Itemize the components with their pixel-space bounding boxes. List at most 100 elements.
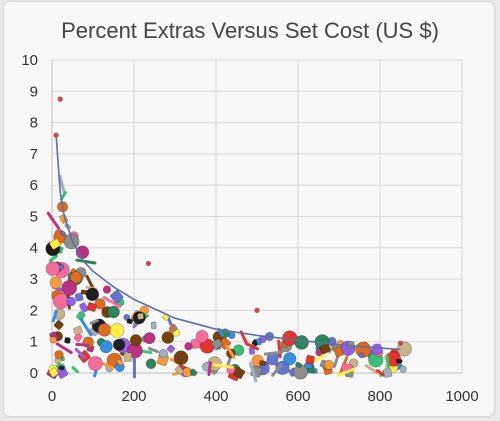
toy-part bbox=[45, 261, 60, 276]
toy-part bbox=[87, 356, 103, 371]
toy-part bbox=[184, 342, 193, 351]
toy-part bbox=[395, 358, 403, 364]
y-tick-label: 8 bbox=[30, 115, 38, 132]
toy-part bbox=[239, 330, 249, 346]
toy-part bbox=[247, 343, 260, 351]
y-tick-label: 4 bbox=[30, 240, 38, 257]
toy-part bbox=[364, 364, 379, 375]
toy-part bbox=[51, 310, 58, 323]
toy-part bbox=[375, 369, 386, 377]
toy-part bbox=[75, 342, 90, 347]
toy-part bbox=[383, 368, 393, 378]
toy-part bbox=[126, 318, 133, 325]
x-tick-label: 800 bbox=[367, 388, 392, 405]
toy-part bbox=[248, 347, 255, 355]
toy-part bbox=[74, 292, 84, 302]
y-tick-label: 9 bbox=[30, 83, 38, 100]
toy-part bbox=[283, 352, 297, 366]
toy-part bbox=[58, 365, 65, 371]
toy-part bbox=[49, 336, 57, 344]
toy-part bbox=[102, 295, 122, 309]
toy-part bbox=[71, 366, 80, 374]
toy-part bbox=[304, 363, 313, 369]
toy-part bbox=[85, 287, 100, 302]
toy-part bbox=[137, 312, 145, 320]
y-tick-label: 3 bbox=[30, 271, 38, 288]
toy-part bbox=[323, 359, 335, 371]
toy-part bbox=[143, 332, 156, 345]
toy-part bbox=[145, 358, 157, 369]
toy-part bbox=[263, 350, 284, 356]
toy-part bbox=[295, 361, 302, 368]
toy-part bbox=[99, 340, 113, 354]
toy-part bbox=[76, 311, 86, 321]
x-tick-label: 600 bbox=[285, 388, 310, 405]
toy-part bbox=[109, 323, 125, 338]
x-tick-label: 0 bbox=[48, 388, 56, 405]
toy-part bbox=[233, 367, 246, 379]
toy-part bbox=[328, 344, 334, 354]
trendline-layer bbox=[55, 135, 401, 351]
toy-part bbox=[399, 365, 407, 373]
toy-part bbox=[102, 285, 112, 294]
toy-part bbox=[66, 296, 76, 307]
toy-part bbox=[86, 302, 98, 312]
toy-part bbox=[314, 353, 326, 362]
toy-part bbox=[61, 280, 78, 296]
toy-part bbox=[55, 342, 73, 355]
toy-part bbox=[49, 238, 62, 250]
x-tick-label: 1000 bbox=[445, 388, 478, 405]
x-tick-label: 400 bbox=[203, 388, 228, 405]
toy-part bbox=[73, 325, 83, 336]
toy-part bbox=[336, 367, 356, 377]
toy-part bbox=[112, 338, 126, 351]
toy-part bbox=[116, 358, 124, 366]
toy-part bbox=[54, 350, 64, 360]
toy-part bbox=[319, 343, 331, 355]
toy-part bbox=[107, 305, 120, 319]
y-tick-label: 2 bbox=[30, 302, 38, 319]
toy-part bbox=[385, 355, 390, 369]
toy-part bbox=[132, 357, 136, 379]
toy-part bbox=[48, 367, 59, 378]
y-tick-label: 7 bbox=[30, 146, 38, 163]
toy-part bbox=[129, 334, 142, 347]
toy-part bbox=[195, 330, 209, 343]
x-tick-label: 200 bbox=[121, 388, 146, 405]
toy-part bbox=[211, 338, 223, 350]
y-tick-label: 1 bbox=[30, 334, 38, 351]
toy-part bbox=[79, 302, 89, 313]
toy-part bbox=[73, 333, 83, 342]
data-point bbox=[397, 340, 404, 346]
y-tick-label: 0 bbox=[30, 365, 38, 382]
trendline bbox=[55, 135, 401, 351]
toy-part bbox=[271, 363, 283, 377]
toy-part bbox=[158, 348, 169, 359]
data-point bbox=[57, 96, 63, 102]
toy-part bbox=[294, 335, 309, 350]
toy-part bbox=[74, 347, 86, 359]
toy-part bbox=[275, 360, 290, 375]
toy-part bbox=[53, 319, 64, 330]
toy-part bbox=[259, 360, 267, 366]
toy-part bbox=[97, 323, 112, 337]
toy-part bbox=[89, 319, 99, 325]
toy-part bbox=[98, 361, 115, 370]
toy-part bbox=[333, 346, 344, 358]
toy-part bbox=[110, 289, 124, 304]
toy-part bbox=[48, 254, 59, 263]
toy-part bbox=[64, 337, 71, 344]
data-point bbox=[53, 132, 59, 138]
toy-part bbox=[52, 293, 69, 310]
toy-part bbox=[49, 276, 62, 289]
toy-part bbox=[150, 321, 157, 330]
toy-part bbox=[168, 323, 175, 334]
toy-part bbox=[189, 368, 198, 377]
toy-part bbox=[174, 365, 185, 376]
toy-part bbox=[69, 271, 83, 284]
toy-part bbox=[173, 350, 189, 366]
toy-part bbox=[123, 352, 133, 362]
toy-part bbox=[58, 174, 66, 194]
toy-part bbox=[46, 211, 61, 230]
